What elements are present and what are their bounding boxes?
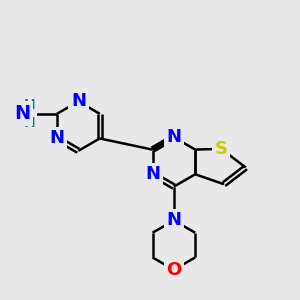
Text: O: O	[166, 261, 182, 279]
Text: N: N	[145, 165, 160, 183]
Text: N: N	[167, 128, 182, 146]
Text: N: N	[14, 104, 31, 123]
Text: N: N	[50, 130, 64, 148]
Text: N: N	[167, 212, 182, 230]
Text: H: H	[23, 116, 35, 130]
Text: S: S	[214, 140, 228, 158]
Text: H: H	[23, 98, 35, 112]
Text: N: N	[71, 92, 86, 110]
